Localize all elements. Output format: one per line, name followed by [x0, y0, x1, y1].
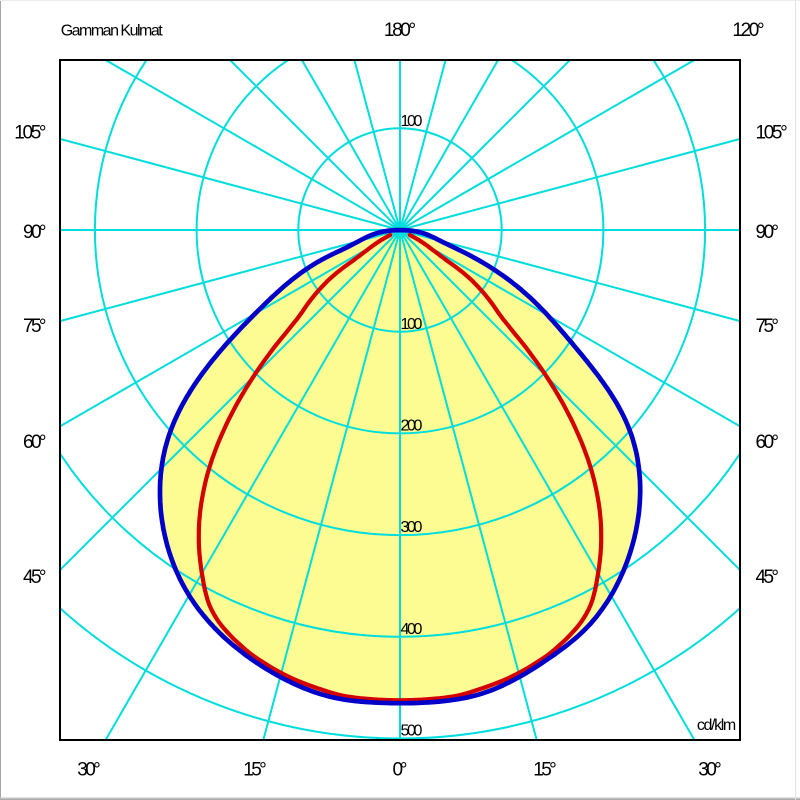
svg-text:60°: 60° — [23, 432, 47, 453]
svg-text:300: 300 — [400, 519, 422, 536]
svg-text:60°: 60° — [756, 432, 780, 453]
svg-text:200: 200 — [400, 418, 422, 435]
svg-text:100: 100 — [400, 316, 422, 333]
svg-text:cd/klm: cd/klm — [697, 717, 736, 734]
svg-text:75°: 75° — [23, 316, 47, 337]
svg-text:Gamman Kulmat: Gamman Kulmat — [61, 22, 164, 39]
svg-text:45°: 45° — [756, 567, 780, 588]
svg-text:400: 400 — [400, 621, 422, 638]
svg-text:90°: 90° — [756, 222, 780, 243]
svg-text:30°: 30° — [77, 760, 101, 781]
svg-text:100: 100 — [400, 113, 422, 130]
svg-text:105°: 105° — [756, 122, 788, 143]
svg-text:15°: 15° — [533, 760, 557, 781]
svg-text:180°: 180° — [384, 20, 416, 41]
svg-text:45°: 45° — [23, 567, 47, 588]
svg-text:90°: 90° — [23, 222, 47, 243]
svg-text:75°: 75° — [756, 316, 780, 337]
svg-text:0°: 0° — [393, 760, 408, 781]
svg-text:500: 500 — [400, 723, 422, 740]
svg-text:105°: 105° — [14, 122, 46, 143]
svg-text:120°: 120° — [732, 20, 764, 41]
svg-text:15°: 15° — [243, 760, 267, 781]
svg-text:30°: 30° — [698, 760, 722, 781]
